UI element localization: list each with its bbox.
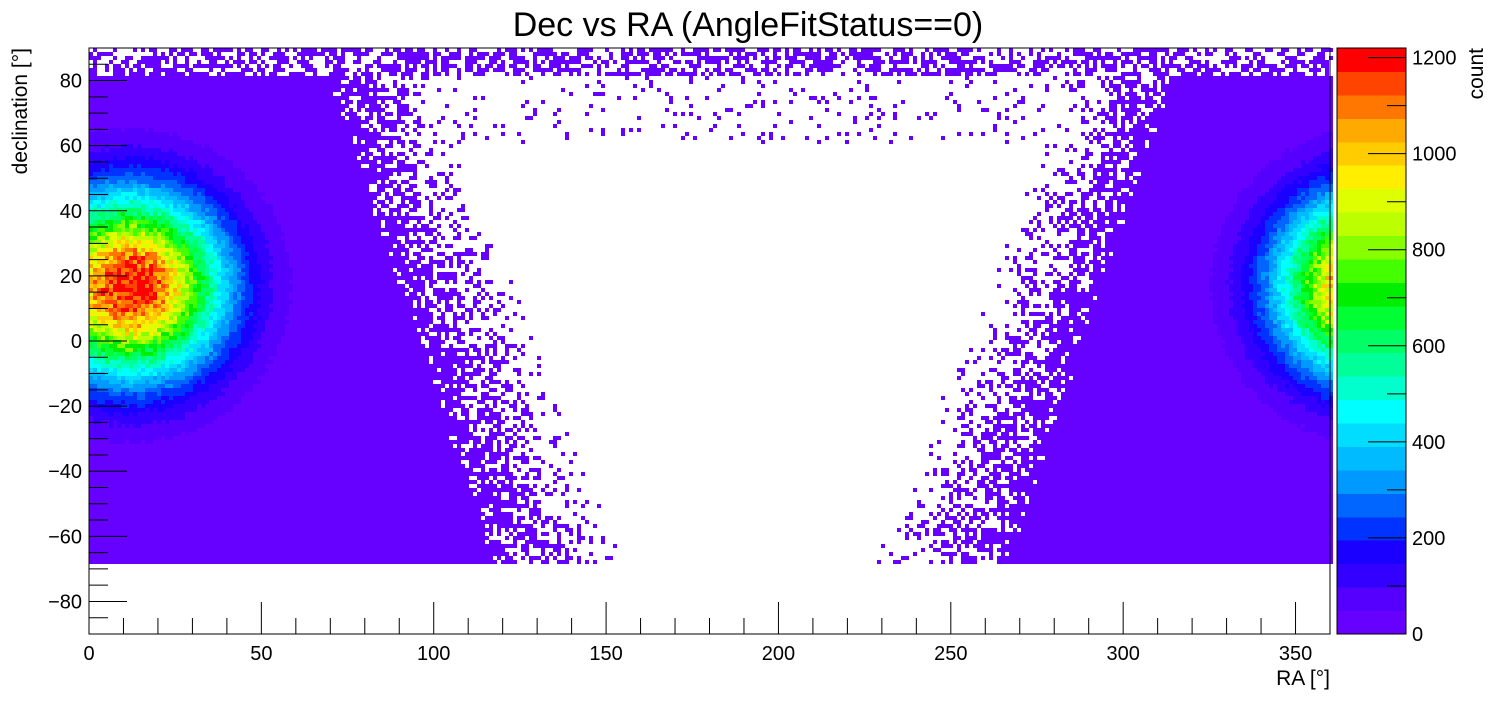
- color-bar-band: [1337, 212, 1406, 237]
- color-bar-band: [1337, 352, 1406, 377]
- color-bar-band: [1337, 610, 1406, 635]
- y-tick-label: 40: [60, 201, 82, 223]
- z-axis-title: count: [1465, 48, 1488, 100]
- y-tick-label: 20: [60, 266, 82, 288]
- color-bar-band: [1337, 329, 1406, 354]
- z-tick-label: 800: [1412, 240, 1445, 262]
- y-tick-label: 80: [60, 71, 82, 93]
- color-bar-band: [1337, 188, 1406, 213]
- color-bar-band: [1337, 305, 1406, 330]
- plot-area: [88, 47, 1333, 635]
- color-bar-band: [1337, 493, 1406, 518]
- color-bar-band: [1337, 282, 1406, 307]
- y-axis: −80 −60 −40 −20 0 20 40 60 80: [48, 47, 127, 635]
- color-bar-band: [1337, 469, 1406, 494]
- z-tick-label: 200: [1412, 528, 1445, 550]
- y-tick-label: −40: [48, 461, 82, 483]
- chart-title: Dec vs RA (AngleFitStatus==0): [513, 6, 984, 44]
- color-bar-band: [1337, 399, 1406, 424]
- color-bar-band: [1337, 376, 1406, 401]
- color-bar: [1337, 48, 1406, 635]
- x-tick-label: 250: [934, 643, 967, 665]
- color-bar-band: [1337, 118, 1406, 143]
- color-bar-band: [1337, 94, 1406, 119]
- y-tick-label: −80: [48, 591, 82, 613]
- color-bar-band: [1337, 563, 1406, 588]
- heatmap-level-24: [101, 256, 161, 312]
- x-axis: 0 50 100 150 200 250 300 350: [83, 602, 1331, 665]
- z-tick-label: 1000: [1412, 144, 1457, 166]
- y-tick-label: 60: [60, 136, 82, 158]
- color-bar-band: [1337, 540, 1406, 565]
- color-bar-band: [1337, 71, 1406, 96]
- heatmap-cells: [89, 48, 1333, 564]
- heatmap-level-1: [89, 128, 1333, 444]
- x-tick-label: 100: [417, 643, 450, 665]
- color-bar-band: [1337, 516, 1406, 541]
- x-tick-label: 350: [1279, 643, 1312, 665]
- z-axis: 0 200 400 600 800 1000 1200: [1368, 48, 1457, 646]
- z-tick-label: 400: [1412, 432, 1445, 454]
- y-axis-title: declination [°]: [9, 48, 32, 174]
- y-tick-label: −60: [48, 526, 82, 548]
- color-bar-band: [1337, 48, 1406, 72]
- z-tick-label: 1200: [1412, 48, 1457, 70]
- color-bar-band: [1337, 258, 1406, 283]
- color-bar-band: [1337, 587, 1406, 612]
- x-tick-label: 150: [589, 643, 622, 665]
- color-bar-band: [1337, 235, 1406, 260]
- heatmap-level-0: [89, 48, 1333, 564]
- color-bar-band: [1337, 165, 1406, 190]
- y-tick-label: 0: [71, 331, 82, 353]
- heatmap-level-2: [89, 144, 1333, 428]
- x-axis-title: RA [°]: [1276, 667, 1330, 690]
- x-tick-label: 50: [250, 643, 272, 665]
- x-tick-label: 0: [83, 643, 94, 665]
- color-bar-band: [1337, 446, 1406, 471]
- z-tick-label: 600: [1412, 336, 1445, 358]
- color-scale: 0 200 400 600 800 1000 1200 count: [1336, 47, 1488, 646]
- z-tick-label: 0: [1412, 624, 1423, 646]
- x-tick-label: 200: [762, 643, 795, 665]
- y-tick-label: −20: [48, 396, 82, 418]
- x-tick-label: 300: [1106, 643, 1139, 665]
- color-bar-band: [1337, 423, 1406, 447]
